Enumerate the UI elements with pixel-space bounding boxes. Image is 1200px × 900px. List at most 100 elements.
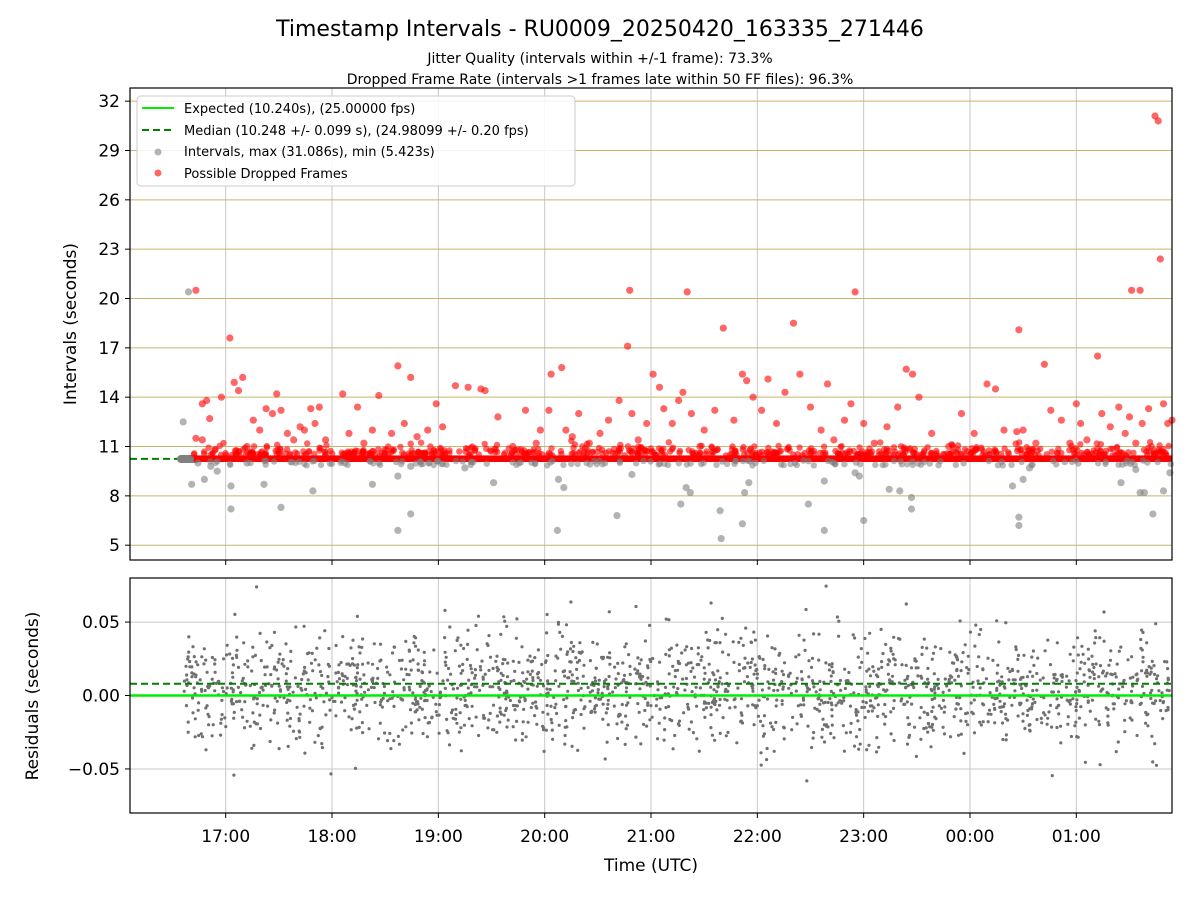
residual-point <box>1003 686 1007 690</box>
residual-point <box>708 638 712 643</box>
residual-point <box>533 714 537 718</box>
residual-point <box>286 744 290 749</box>
residual-point <box>691 731 696 735</box>
residual-point <box>856 710 860 714</box>
residual-point <box>525 677 529 681</box>
residual-point <box>1002 702 1007 706</box>
residual-point <box>1047 710 1051 714</box>
intervals-band-dropped-point <box>191 450 198 457</box>
residual-point <box>604 678 608 682</box>
residual-point <box>1038 678 1042 682</box>
residual-point <box>567 676 571 680</box>
residual-point <box>358 710 362 714</box>
residual-point <box>680 651 684 655</box>
residual-point <box>889 710 893 714</box>
residual-point <box>953 653 957 657</box>
residual-point <box>190 675 194 679</box>
residual-point <box>847 670 851 675</box>
residual-point <box>302 704 306 708</box>
residual-point <box>366 688 370 692</box>
residual-point <box>446 678 450 682</box>
residual-point <box>667 705 671 709</box>
residual-point <box>285 718 289 722</box>
residual-point <box>1050 725 1054 729</box>
residual-point <box>475 648 479 652</box>
residual-point <box>432 648 436 652</box>
residual-point <box>1052 673 1056 677</box>
residual-point <box>1114 750 1118 754</box>
intervals-band-dropped-point <box>740 443 747 451</box>
dropped-frame-point <box>1072 400 1080 408</box>
residual-point <box>1074 679 1078 683</box>
interval-point <box>1132 465 1140 474</box>
intervals-band-dropped-point <box>985 447 993 454</box>
interval-point <box>394 472 402 480</box>
residual-point <box>248 684 252 688</box>
residual-point <box>416 702 420 706</box>
residual-point <box>294 737 298 741</box>
residual-point <box>592 707 597 711</box>
residual-point <box>1039 716 1043 721</box>
legend-median-label: Median (10.248 +/- 0.099 s), (24.98099 +… <box>184 124 529 139</box>
residual-point <box>1102 639 1106 643</box>
residual-point <box>702 700 707 704</box>
legend-dropped-swatch <box>154 169 162 177</box>
residual-point <box>336 670 340 675</box>
interval-point <box>243 459 251 467</box>
residual-point <box>411 658 415 662</box>
residual-point <box>230 656 235 661</box>
residual-point <box>1000 721 1005 725</box>
residual-point <box>710 733 715 737</box>
intervals-band-dropped-point <box>883 448 890 455</box>
residual-point <box>593 676 597 680</box>
residual-point <box>1154 622 1158 626</box>
residual-point <box>930 697 934 702</box>
residual-point <box>868 674 873 678</box>
residual-point <box>1148 672 1152 676</box>
dropped-frame-point <box>226 334 234 342</box>
intervals-band-point <box>985 457 993 465</box>
residual-point <box>443 686 447 691</box>
residual-point <box>303 751 307 755</box>
residual-point <box>339 660 343 665</box>
residual-point <box>988 691 992 695</box>
residual-point <box>511 659 515 663</box>
residual-point <box>854 713 859 717</box>
residual-point <box>199 687 204 691</box>
intervals-band-dropped-point <box>765 444 772 452</box>
residual-point <box>1109 672 1113 676</box>
residual-point <box>487 634 491 638</box>
residual-point <box>1001 737 1005 742</box>
residual-point <box>724 687 728 692</box>
residual-point <box>192 655 196 659</box>
residual-point <box>1113 672 1117 676</box>
residual-point <box>269 673 273 677</box>
residual-point <box>222 657 226 661</box>
residual-point <box>1109 649 1113 653</box>
intervals-band-dropped-point <box>1034 447 1041 454</box>
residual-point <box>521 720 525 724</box>
residual-point <box>1076 735 1080 739</box>
dropped-frame-point <box>870 439 878 447</box>
residual-point <box>470 704 474 708</box>
residual-point <box>953 678 957 682</box>
dropped-frame-point <box>311 419 319 428</box>
residual-point <box>277 747 281 751</box>
intervals-band-point <box>452 457 460 465</box>
residual-point <box>383 731 387 735</box>
residual-point <box>402 678 406 682</box>
residual-point <box>1004 712 1008 716</box>
residual-point <box>324 713 328 717</box>
residual-point <box>1146 724 1150 728</box>
residual-point <box>1075 685 1079 690</box>
residual-point <box>348 663 352 668</box>
dropped-frame-point <box>1047 406 1055 414</box>
residual-point <box>499 678 503 682</box>
dropped-frame-point <box>730 416 738 424</box>
residual-point <box>185 678 189 682</box>
intervals-band-dropped-point <box>1023 443 1030 451</box>
residual-point <box>304 671 308 675</box>
intervals-band-dropped-point <box>703 450 710 458</box>
intervals-band-dropped-point <box>316 444 323 451</box>
residual-point <box>737 669 742 673</box>
